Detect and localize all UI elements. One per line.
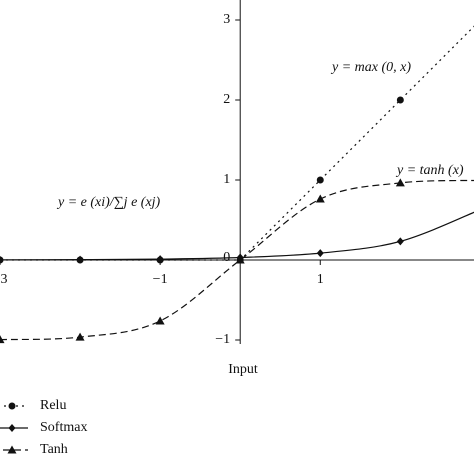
annotation: y = e (xi)/∑j e (xj)	[56, 195, 161, 210]
marker	[396, 96, 404, 104]
marker	[76, 255, 84, 264]
marker	[75, 332, 85, 341]
legend-label: Tanh	[40, 442, 68, 457]
y-tick-label: 2	[223, 92, 230, 107]
series-line	[0, 211, 474, 261]
legend-marker	[8, 402, 16, 410]
legend-marker	[8, 424, 16, 432]
legend-label: Relu	[40, 398, 66, 413]
y-tick-label: 3	[223, 12, 230, 27]
annotation: y = tanh (x)	[395, 163, 464, 178]
x-tick-label: −1	[153, 272, 168, 287]
marker	[316, 176, 324, 184]
legend-label: Softmax	[40, 420, 87, 435]
marker	[0, 335, 5, 344]
legend-marker	[7, 445, 17, 454]
y-tick-label: 1	[223, 172, 230, 187]
marker	[155, 316, 165, 325]
x-axis-label: Input	[228, 362, 258, 377]
marker	[235, 255, 245, 264]
marker	[396, 237, 404, 246]
marker	[0, 255, 4, 264]
x-tick-label: −3	[0, 272, 7, 287]
y-tick-label: −1	[215, 332, 230, 347]
marker	[156, 255, 164, 264]
marker	[395, 178, 405, 187]
x-tick-label: 1	[317, 272, 324, 287]
series-line	[0, 25, 474, 261]
marker	[315, 194, 325, 203]
annotation: y = max (0, x)	[330, 60, 411, 75]
marker	[316, 249, 324, 258]
